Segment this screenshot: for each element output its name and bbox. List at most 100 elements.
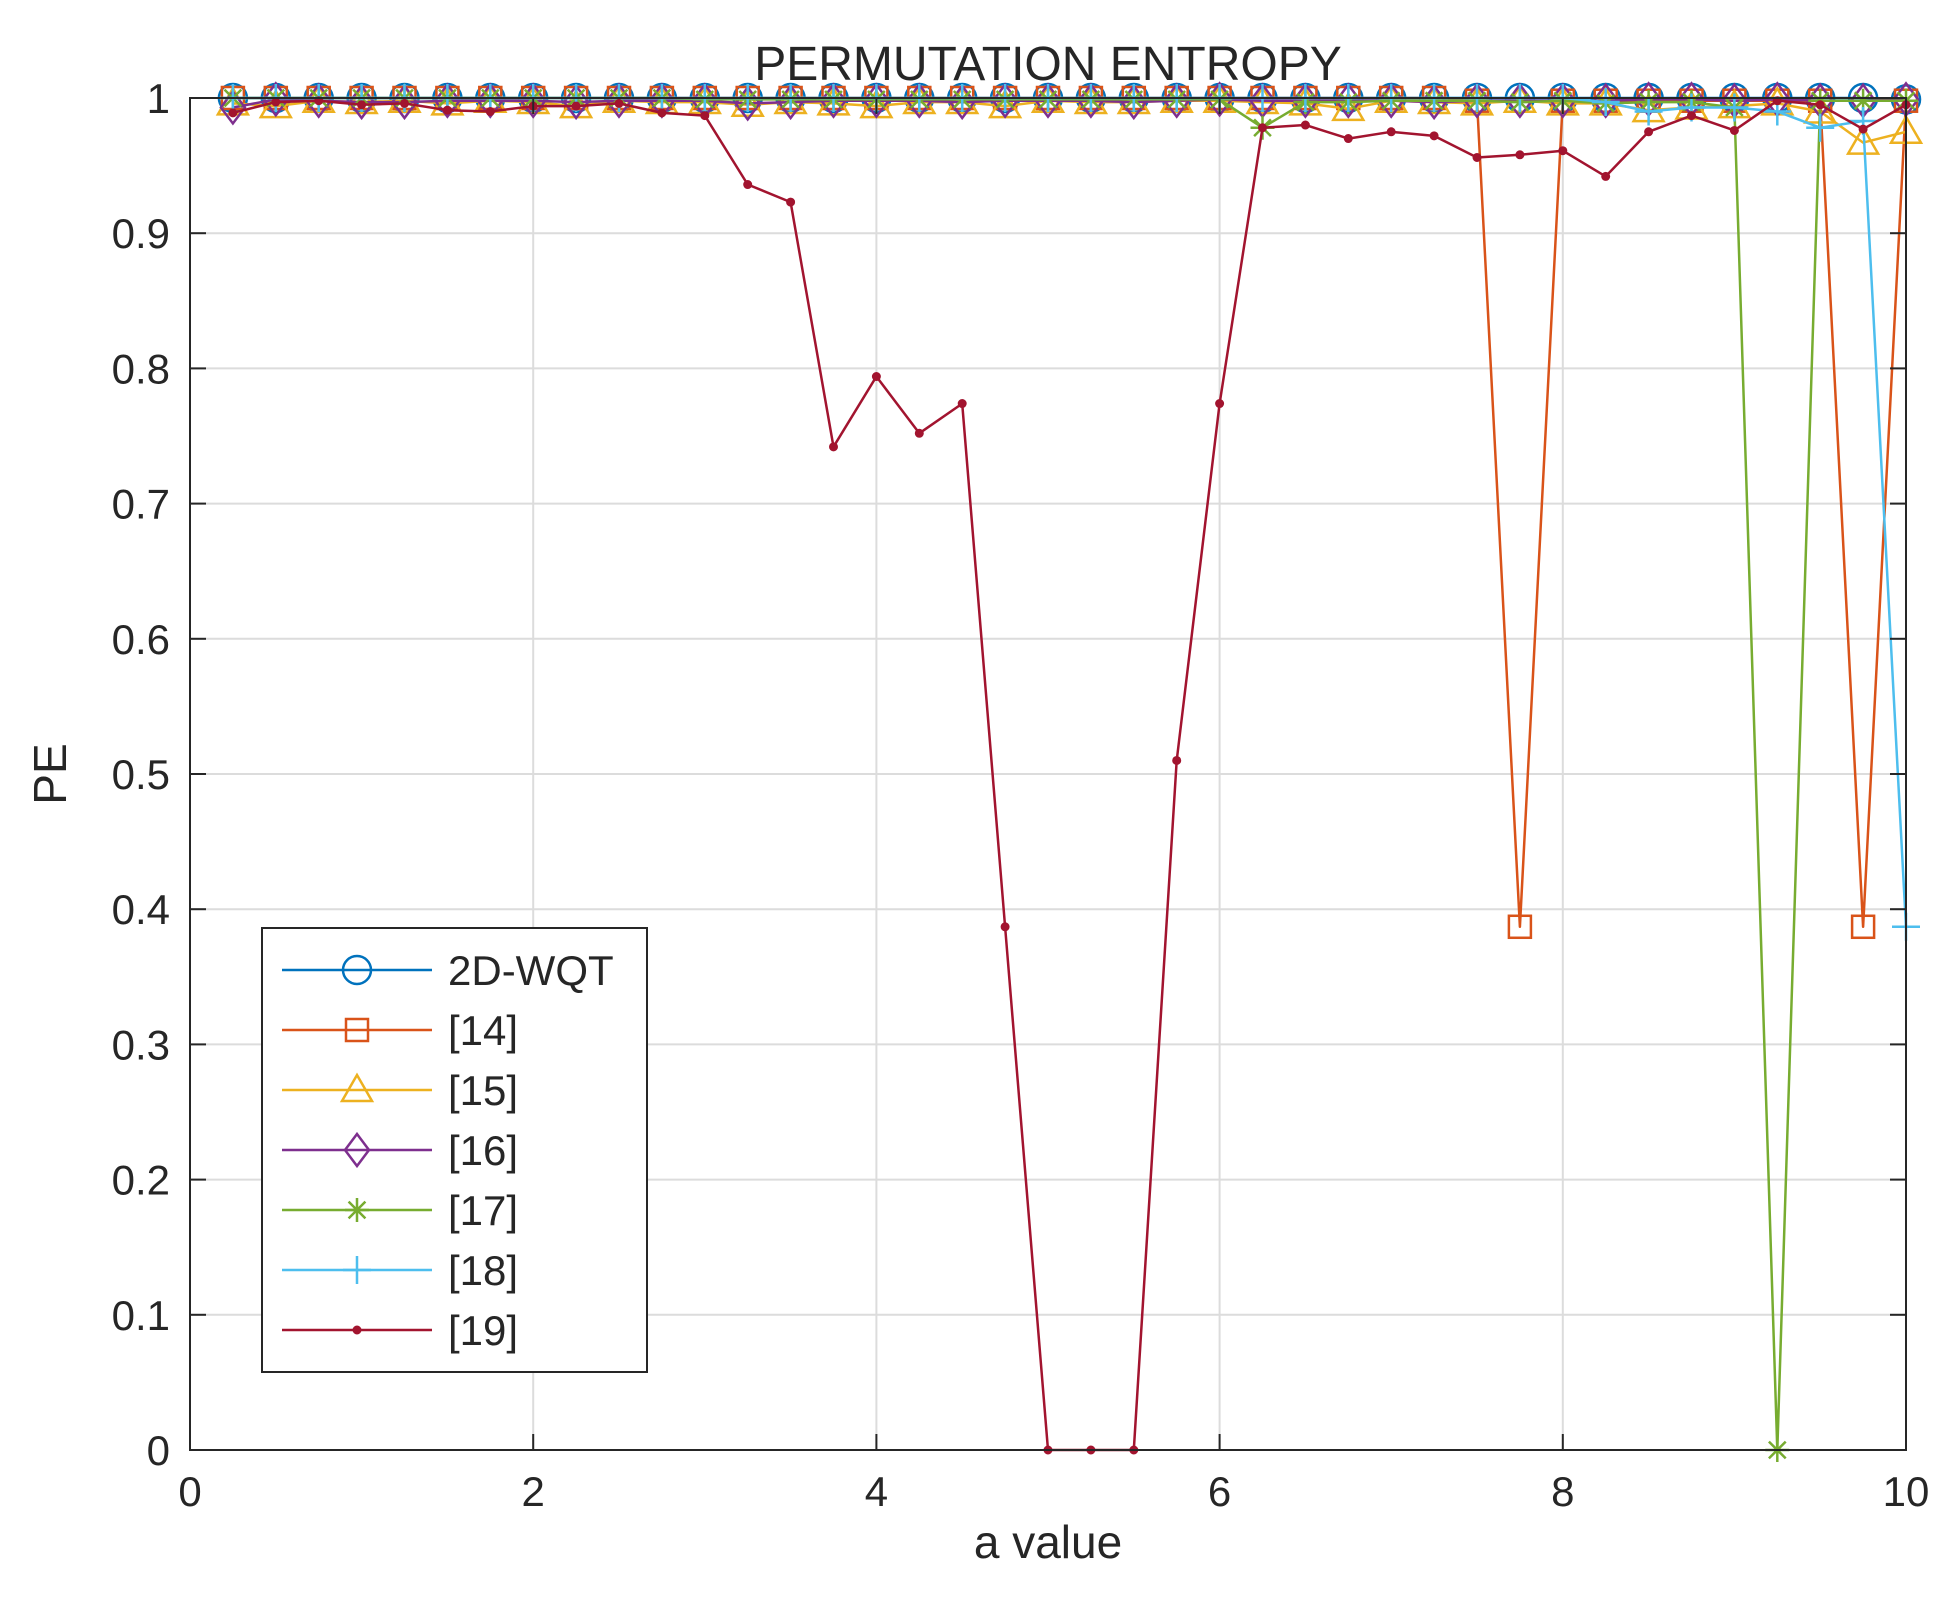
dot-marker	[228, 108, 238, 118]
square-marker	[1507, 914, 1533, 940]
triangle-marker	[344, 84, 379, 115]
data-point	[1258, 123, 1267, 133]
square-marker	[1850, 914, 1876, 940]
diamond-marker	[476, 82, 504, 119]
x-axis-label: a value	[974, 1516, 1122, 1568]
legend-item: [15]	[282, 1067, 518, 1114]
data-point	[1687, 111, 1696, 121]
triangle-marker	[1845, 125, 1881, 155]
legend-marker	[345, 1198, 369, 1222]
dot-marker	[700, 111, 710, 121]
dot-marker	[1000, 922, 1010, 932]
diamond-marker	[219, 89, 247, 126]
diamond-marker	[390, 83, 419, 121]
data-point	[777, 83, 805, 121]
data-point	[1000, 922, 1010, 932]
legend-label: [17]	[448, 1187, 518, 1234]
dot-marker	[352, 1325, 362, 1335]
data-point	[348, 83, 376, 121]
legend-label: [19]	[448, 1307, 518, 1354]
dot-marker	[1858, 124, 1868, 134]
dot-marker	[914, 428, 924, 438]
data-point	[400, 98, 409, 108]
dot-marker	[871, 372, 881, 382]
dot-marker	[271, 97, 281, 107]
diamond-marker	[433, 82, 461, 119]
data-point	[1343, 134, 1353, 144]
y-tick-label: 0	[147, 1427, 170, 1474]
data-point	[1120, 83, 1148, 121]
data-point	[1515, 150, 1525, 160]
diamond-marker	[862, 82, 890, 119]
data-point	[1549, 82, 1577, 119]
y-tick-label: 0.7	[112, 481, 170, 528]
diamond-marker	[991, 82, 1019, 119]
x-tick-label: 2	[522, 1468, 545, 1515]
data-point	[1472, 152, 1482, 162]
data-point	[344, 84, 379, 115]
data-point	[819, 82, 848, 119]
dot-marker	[1515, 150, 1525, 160]
data-point	[1300, 120, 1310, 130]
dot-marker	[957, 399, 967, 409]
dot-marker	[1729, 125, 1739, 135]
legend-label: [16]	[448, 1127, 518, 1174]
data-point	[1386, 127, 1396, 137]
data-point	[219, 89, 247, 126]
diamond-marker	[819, 82, 848, 119]
data-point	[829, 442, 838, 452]
data-point	[262, 81, 290, 118]
dot-marker	[357, 100, 367, 110]
legend-marker	[343, 1131, 371, 1169]
data-point	[228, 108, 238, 118]
legend-marker	[352, 1325, 362, 1335]
dot-marker	[1429, 131, 1439, 141]
dot-marker	[786, 197, 796, 207]
asterisk-marker	[345, 1198, 369, 1222]
data-point	[1429, 131, 1439, 141]
legend-label: [15]	[448, 1067, 518, 1114]
dot-marker	[1172, 755, 1182, 765]
legend-marker	[339, 1072, 375, 1103]
data-point	[1634, 97, 1663, 126]
x-tick-label: 8	[1551, 1468, 1574, 1515]
dot-marker	[1386, 127, 1396, 137]
data-point	[1850, 914, 1876, 940]
legend-item: [18]	[282, 1247, 518, 1294]
dot-marker	[1815, 100, 1825, 110]
data-point	[862, 82, 890, 119]
dot-marker	[1558, 146, 1568, 156]
dot-marker	[571, 101, 581, 111]
y-tick-label: 1	[147, 75, 170, 122]
data-point	[271, 97, 281, 107]
dot-marker	[1687, 111, 1696, 121]
dot-marker	[657, 108, 667, 118]
y-tick-label: 0.4	[112, 886, 170, 933]
data-point	[305, 82, 333, 119]
y-tick-label: 0.9	[112, 210, 170, 257]
square-marker	[344, 1017, 370, 1043]
legend-marker	[341, 954, 373, 986]
data-point	[948, 83, 976, 121]
data-point	[914, 428, 924, 438]
chart-title: PERMUTATION ENTROPY	[754, 38, 1342, 91]
diamond-marker	[343, 1131, 371, 1169]
legend-label: [14]	[448, 1007, 518, 1054]
dot-marker	[1343, 134, 1353, 144]
legend-item: [14]	[282, 1007, 518, 1054]
diamond-marker	[1034, 82, 1062, 119]
data-point	[743, 180, 753, 190]
x-tick-label: 6	[1208, 1468, 1231, 1515]
data-point	[605, 82, 633, 119]
diamond-marker	[348, 83, 376, 121]
y-tick-label: 0.3	[112, 1021, 170, 1068]
x-tick-label: 4	[865, 1468, 888, 1515]
legend-marker	[344, 1017, 370, 1043]
dot-marker	[743, 180, 753, 190]
data-point	[442, 105, 452, 115]
data-point	[571, 101, 581, 111]
data-point	[1463, 82, 1491, 119]
legend-label: 2D-WQT	[448, 947, 614, 994]
